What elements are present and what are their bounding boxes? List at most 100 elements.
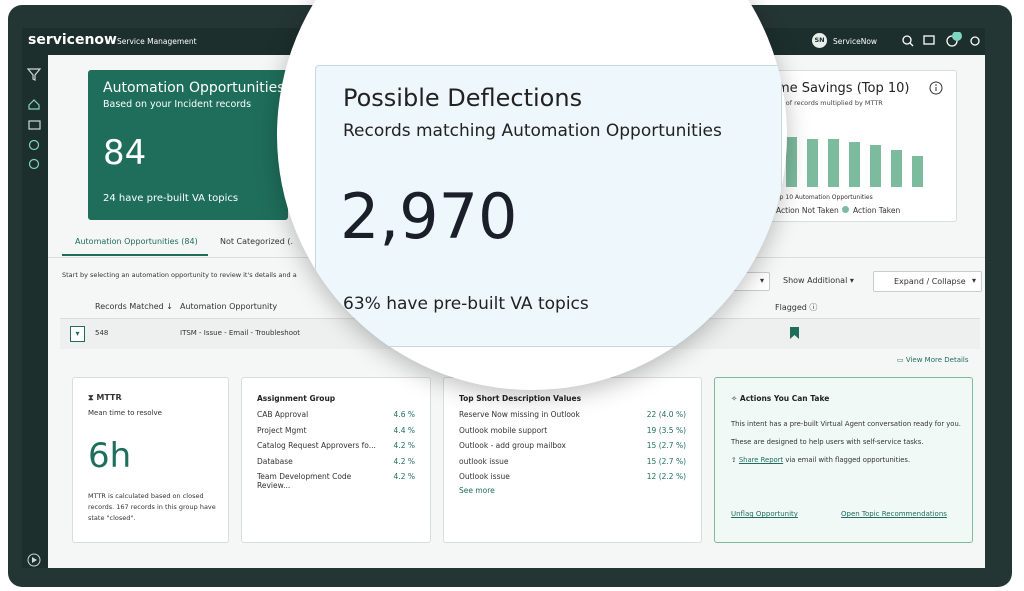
home-icon[interactable]: [28, 99, 40, 110]
row-value: 4.2 %: [393, 472, 415, 481]
mttr-title-text: MTTR: [96, 393, 122, 402]
list-row: Database 4.2 %: [257, 457, 415, 466]
folder-icon[interactable]: [28, 120, 41, 130]
row-value: 12 (2.2 %): [646, 472, 686, 481]
list-row: Catalog Request Approvers fo... 4.2 %: [257, 441, 415, 450]
filter-icon[interactable]: [26, 68, 42, 81]
bar-chart: [786, 137, 923, 187]
bar: [891, 150, 902, 187]
row-label: Database: [257, 456, 293, 466]
row-label: Project Mgmt: [257, 425, 307, 435]
flag-icon[interactable]: [789, 326, 801, 340]
column-header[interactable]: Automation Opportunity: [180, 302, 278, 311]
row-value: 22 (4.0 %): [646, 410, 686, 419]
chat-icon[interactable]: [923, 35, 935, 45]
mttr-card: [72, 377, 229, 543]
mttr-note: MTTR is calculated based on closed recor…: [88, 492, 216, 522]
card-title-text: Actions You Can Take: [739, 394, 830, 403]
row-label: Catalog Request Approvers fo...: [257, 441, 376, 450]
product: Service Management: [117, 37, 197, 46]
assignment-group-card: Assignment Group CAB Approval 4.6 % Projec…: [241, 377, 431, 543]
mttr-title: ⧗ MTTR: [88, 393, 122, 402]
play-icon[interactable]: [26, 552, 42, 568]
info-icon[interactable]: [28, 158, 40, 170]
card-title: Top Short Description Values: [459, 394, 582, 403]
summary-subtitle: Based on your Incident records: [103, 99, 252, 110]
summary-card[interactable]: [88, 70, 288, 220]
summary-footer: 24 have pre-built VA topics: [103, 193, 239, 204]
header-icons: [902, 32, 980, 47]
column-header[interactable]: Flagged ⓘ: [775, 303, 818, 312]
info-icon[interactable]: [928, 80, 944, 96]
row-value: 15 (2.7 %): [646, 441, 686, 450]
mttr-value: 6h: [88, 436, 132, 476]
tab[interactable]: Automation Opportunities (84): [75, 237, 198, 246]
card-title: ✧ Actions You Can Take: [731, 394, 830, 403]
row-label: CAB Approval: [257, 410, 309, 419]
row-label: Outlook - add group mailbox: [459, 441, 566, 450]
legend-swatch: [842, 206, 849, 213]
tab-underline: [62, 254, 208, 256]
column-label: Flagged: [775, 303, 807, 312]
show-additional-label: Show Additional: [783, 276, 848, 285]
actions-card: ✧ Actions You Can Take This intent has a…: [714, 377, 973, 543]
bar: [828, 139, 839, 187]
legend-item: Action Taken: [853, 206, 901, 215]
deflections-title: Possible Deflections: [343, 84, 583, 112]
summary-title: Automation Opportunities: [103, 80, 285, 96]
row-label: outlook issue: [459, 456, 509, 466]
expand-button[interactable]: Expand / Collapse ▾: [873, 271, 982, 292]
share-link[interactable]: Share Report: [738, 456, 784, 464]
column-header[interactable]: Records Matched ↓: [95, 302, 174, 311]
show-additional[interactable]: Show Additional ▾: [783, 276, 854, 285]
topic-link[interactable]: Open Topic Recommendations: [841, 510, 947, 518]
card-title: Assignment Group: [257, 394, 336, 403]
tab[interactable]: Not Categorized (.: [220, 237, 293, 246]
time-savings-title: me Savings (Top 10): [777, 81, 910, 96]
see-more[interactable]: See more: [459, 486, 495, 495]
sidebar-icons: [26, 68, 42, 170]
row-value: 15 (2.7 %): [646, 456, 686, 466]
list-row: Outlook issue 12 (2.2 %): [459, 472, 686, 481]
expand-toggle[interactable]: ▾: [70, 326, 85, 342]
avatar[interactable]: SN: [812, 33, 827, 48]
deflections-subtitle: Records matching Automation Opportunitie…: [343, 121, 722, 141]
row-label: Outlook issue: [459, 472, 510, 481]
list-row: Project Mgmt 4.4 %: [257, 426, 415, 435]
list-row: Team Development Code Review... 4.2 %: [257, 472, 415, 490]
row-label: Reserve Now missing in Outlook: [459, 410, 580, 419]
list-row: Outlook mobile support 19 (3.5 %): [459, 426, 686, 435]
list-row: Reserve Now missing in Outlook 22 (4.0 %): [459, 410, 686, 419]
zoom-lens: Possible Deflections Records matching Au…: [277, 0, 787, 390]
brand: servicenow: [28, 32, 117, 48]
bar: [786, 137, 797, 187]
unflag-link[interactable]: Unflag Opportunity: [731, 510, 798, 518]
user-name[interactable]: ServiceNow: [833, 37, 878, 46]
row-value: 4.2 %: [393, 456, 415, 466]
time-savings-subtitle: er of records multiplied by MTTR: [777, 99, 883, 107]
view-more[interactable]: ▭ View More Details: [897, 356, 969, 364]
search-icon[interactable]: [902, 35, 912, 45]
bar: [912, 156, 923, 187]
records-matched: 548: [95, 329, 109, 337]
row-value: 4.4 %: [393, 425, 415, 435]
list-row: CAB Approval 4.6 %: [257, 410, 415, 419]
info-icon[interactable]: [28, 139, 40, 151]
deflections-card: [315, 65, 782, 347]
badge: [952, 32, 962, 41]
deflections-value: 2,970: [340, 180, 518, 253]
summary-value: 84: [103, 133, 147, 173]
row-value: 4.6 %: [393, 410, 415, 419]
action-text: This intent has a pre-built Virtual Agen…: [731, 420, 961, 428]
bar: [807, 139, 818, 187]
share-line: ⇪ Share Report via email with flagged op…: [731, 456, 911, 464]
opportunity-name: ITSM - Issue - Email - Troubleshoot: [180, 329, 301, 337]
mttr-subtitle: Mean time to resolve: [88, 409, 162, 417]
settings-icon[interactable]: [970, 36, 980, 46]
expand-label: Expand / Collapse: [894, 277, 966, 286]
list-row: outlook issue 15 (2.7 %): [459, 457, 686, 466]
row-value: 19 (3.5 %): [646, 425, 686, 435]
deflections-footer: 63% have pre-built VA topics: [343, 294, 589, 314]
share-text: via email with flagged opportunities.: [783, 456, 911, 464]
action-text: These are designed to help users with se…: [731, 438, 924, 446]
